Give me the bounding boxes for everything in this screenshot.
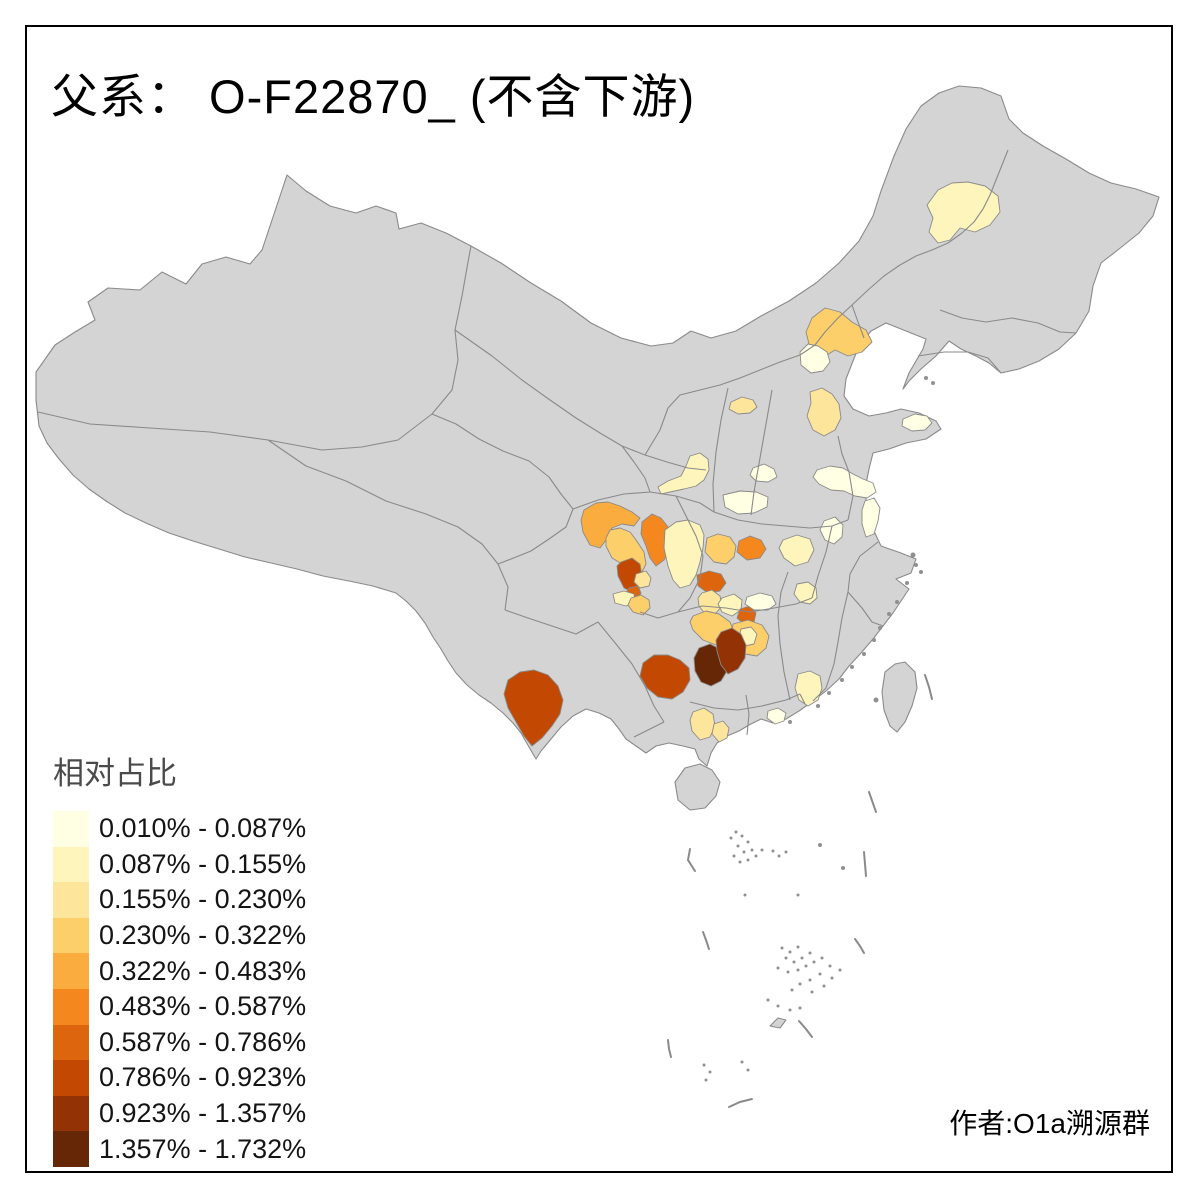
island-specks: [702, 376, 935, 1082]
map-region-yiyang: [717, 593, 743, 617]
legend-row-10: 1.357% - 1.732%: [53, 1131, 306, 1167]
legend-swatch-9: [53, 1095, 89, 1132]
legend-row-1: 0.010% - 0.087%: [53, 811, 306, 847]
legend-rows: 0.010% - 0.087% 0.087% - 0.155% 0.155% - 0…: [53, 811, 306, 1167]
legend-swatch-8: [53, 1060, 89, 1096]
page-title: 父系： O-F22870_ (不含下游): [51, 70, 696, 123]
map-region-jian: [744, 592, 777, 611]
map-region-tongren-dark: [715, 627, 747, 675]
map-region-puer: [503, 669, 564, 747]
legend-swatch-5: [53, 953, 89, 989]
map-region-shiyan: [736, 535, 767, 561]
legend-row-8: 0.786% - 0.923%: [53, 1060, 306, 1096]
legend-row-2: 0.087% - 0.155%: [53, 846, 307, 883]
map-region-chengdu-plain: [580, 501, 641, 549]
map-region-nanchong: [663, 519, 705, 589]
map-region-yibin-orange: [627, 594, 651, 616]
sea-boundary-dashes: [667, 674, 933, 1108]
map-region-ankang: [722, 490, 769, 515]
legend-label-7: 0.587% - 0.786%: [99, 1026, 307, 1057]
legend-row-7: 0.587% - 0.786%: [53, 1024, 307, 1061]
map-region-harbin: [926, 181, 1001, 244]
map-region-foshan: [766, 707, 787, 725]
legend-title: 相对占比: [53, 756, 177, 791]
legend: 相对占比 0.010% - 0.087% 0.087% - 0.155% 0.155…: [53, 748, 306, 1167]
map-region-heze: [812, 465, 877, 499]
south-sea-islet: [769, 1017, 787, 1029]
legend-swatch-2: [53, 846, 89, 883]
legend-row-9: 0.923% - 1.357%: [53, 1095, 307, 1132]
map-region-linfen: [657, 452, 710, 495]
map-region-guilin: [689, 707, 716, 741]
map-region-beijing: [799, 343, 831, 374]
legend-label-6: 0.483% - 0.587%: [99, 991, 307, 1022]
map-region-neijiang: [633, 570, 652, 589]
legend-row-6: 0.483% - 0.587%: [53, 988, 307, 1025]
legend-swatch-1: [53, 811, 89, 847]
legend-swatch-7: [53, 1024, 89, 1061]
legend-row-5: 0.322% - 0.483%: [53, 953, 306, 989]
attribution-text: 作者:O1a溯源群: [949, 1108, 1150, 1139]
map-region-jingmen: [778, 534, 815, 567]
legend-swatch-10: [53, 1131, 89, 1167]
map-region-baoding: [806, 387, 842, 437]
legend-row-4: 0.230% - 0.322%: [53, 917, 307, 954]
map-region-dazhou: [704, 533, 737, 565]
taiwan-island: [881, 661, 918, 733]
legend-row-3: 0.155% - 0.230%: [53, 882, 306, 918]
colored-regions-layer: [503, 181, 1001, 747]
legend-label-9: 0.923% - 1.357%: [99, 1098, 307, 1129]
legend-label-1: 0.010% - 0.087%: [99, 813, 307, 844]
map-region-huaian: [861, 497, 881, 538]
province-borders: [37, 149, 1077, 738]
legend-label-4: 0.230% - 0.322%: [99, 920, 307, 951]
legend-label-5: 0.322% - 0.483%: [99, 955, 307, 986]
map-region-yangquan: [728, 396, 758, 415]
legend-label-3: 0.155% - 0.230%: [99, 884, 307, 915]
map-region-wuzhou: [711, 720, 730, 743]
legend-label-10: 1.357% - 1.732%: [99, 1133, 307, 1164]
map-region-enshi: [696, 570, 727, 594]
legend-swatch-4: [53, 917, 89, 954]
map-region-qiandongnan: [639, 654, 691, 700]
map-region-weihai: [901, 413, 933, 432]
islands: [674, 661, 918, 1029]
hainan-island: [674, 763, 721, 811]
legend-label-2: 0.087% - 0.155%: [99, 848, 307, 879]
legend-label-8: 0.786% - 0.923%: [99, 1062, 307, 1093]
china-mainland: [35, 85, 1160, 767]
legend-swatch-3: [53, 882, 89, 918]
legend-swatch-6: [53, 988, 89, 1025]
